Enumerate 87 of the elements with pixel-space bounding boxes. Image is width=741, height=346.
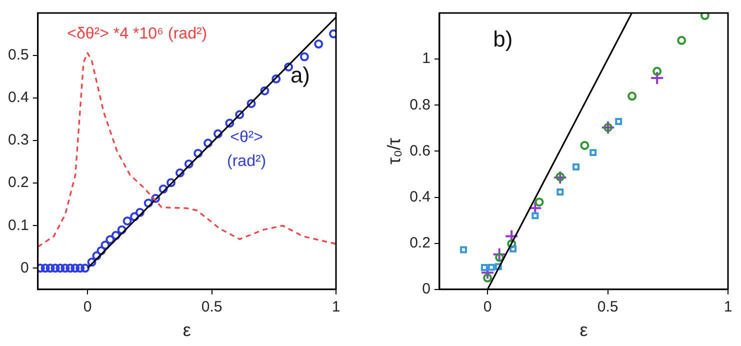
point xyxy=(480,264,488,271)
point xyxy=(556,188,564,196)
point xyxy=(235,110,244,120)
point xyxy=(40,264,50,273)
y-tick-label: 1 xyxy=(422,50,430,68)
point xyxy=(615,118,622,125)
point xyxy=(46,264,55,273)
point xyxy=(96,246,106,256)
point xyxy=(60,264,70,273)
point xyxy=(76,264,85,273)
y-tick-label: 0.5 xyxy=(8,46,29,64)
y-tick-label: 0.4 xyxy=(410,188,430,206)
point xyxy=(111,230,120,240)
point xyxy=(314,40,324,49)
point xyxy=(130,212,139,222)
line-series xyxy=(38,52,336,248)
x-tick-label: 0 xyxy=(83,298,92,316)
point xyxy=(590,149,597,156)
series-label: <θ²> (rad²) xyxy=(227,128,266,170)
point xyxy=(151,194,160,203)
y-tick-label: 0.2 xyxy=(8,174,29,192)
point xyxy=(532,212,539,220)
point xyxy=(175,168,184,178)
point xyxy=(80,264,90,273)
y-tick-label: 0.3 xyxy=(8,132,29,149)
point xyxy=(652,66,662,76)
point xyxy=(144,198,153,208)
point xyxy=(50,264,60,273)
point xyxy=(70,264,80,273)
point xyxy=(66,264,75,273)
point xyxy=(494,263,502,270)
point xyxy=(272,74,281,84)
x-tick-label: 1 xyxy=(724,298,732,316)
point xyxy=(580,140,590,150)
point xyxy=(495,252,504,262)
point xyxy=(213,129,222,138)
y-tick-label: 0 xyxy=(422,280,430,298)
point xyxy=(460,246,467,254)
y-tick-label: 0.1 xyxy=(8,216,29,234)
point xyxy=(100,240,110,250)
point xyxy=(504,229,519,244)
point xyxy=(700,13,710,20)
y-tick-label: 0.4 xyxy=(8,89,29,106)
y-tick-label: 0.2 xyxy=(410,234,430,252)
point xyxy=(628,92,637,101)
point xyxy=(92,251,102,260)
x-axis-title: ε xyxy=(580,320,588,340)
point xyxy=(677,36,686,45)
x-axis-title: ε xyxy=(182,320,191,340)
annotation: a) xyxy=(290,62,310,88)
y-tick-label: 0 xyxy=(20,259,29,276)
x-tick-label: 0.5 xyxy=(597,298,618,316)
x-tick-label: 1 xyxy=(332,298,340,316)
point xyxy=(166,178,176,188)
point xyxy=(601,120,616,134)
point xyxy=(117,225,126,234)
y-tick-label: 0.8 xyxy=(410,96,430,114)
point xyxy=(650,70,664,85)
point xyxy=(483,273,492,282)
point xyxy=(604,122,613,132)
point xyxy=(122,216,132,226)
point xyxy=(56,264,65,273)
y-axis-title: τ₀/τ xyxy=(384,138,404,165)
point xyxy=(300,52,309,62)
point xyxy=(572,163,580,170)
point xyxy=(510,245,517,252)
point xyxy=(184,159,194,168)
point xyxy=(106,235,115,244)
series-label: <δθ²> *4 *10⁶ (rad²) xyxy=(67,26,208,43)
point xyxy=(204,138,213,148)
point xyxy=(260,86,270,96)
point xyxy=(158,184,168,194)
x-tick-label: 0 xyxy=(483,298,492,316)
point xyxy=(246,99,256,108)
point xyxy=(556,172,565,182)
point xyxy=(194,148,203,158)
annotation: b) xyxy=(493,26,513,52)
point xyxy=(87,258,96,267)
x-tick-label: 0.5 xyxy=(201,298,222,316)
point xyxy=(225,118,234,128)
point xyxy=(135,208,144,217)
point xyxy=(488,264,495,271)
point xyxy=(492,247,506,262)
point xyxy=(534,198,544,207)
point xyxy=(507,239,516,248)
point xyxy=(553,170,568,184)
y-tick-label: 0.6 xyxy=(410,142,430,160)
